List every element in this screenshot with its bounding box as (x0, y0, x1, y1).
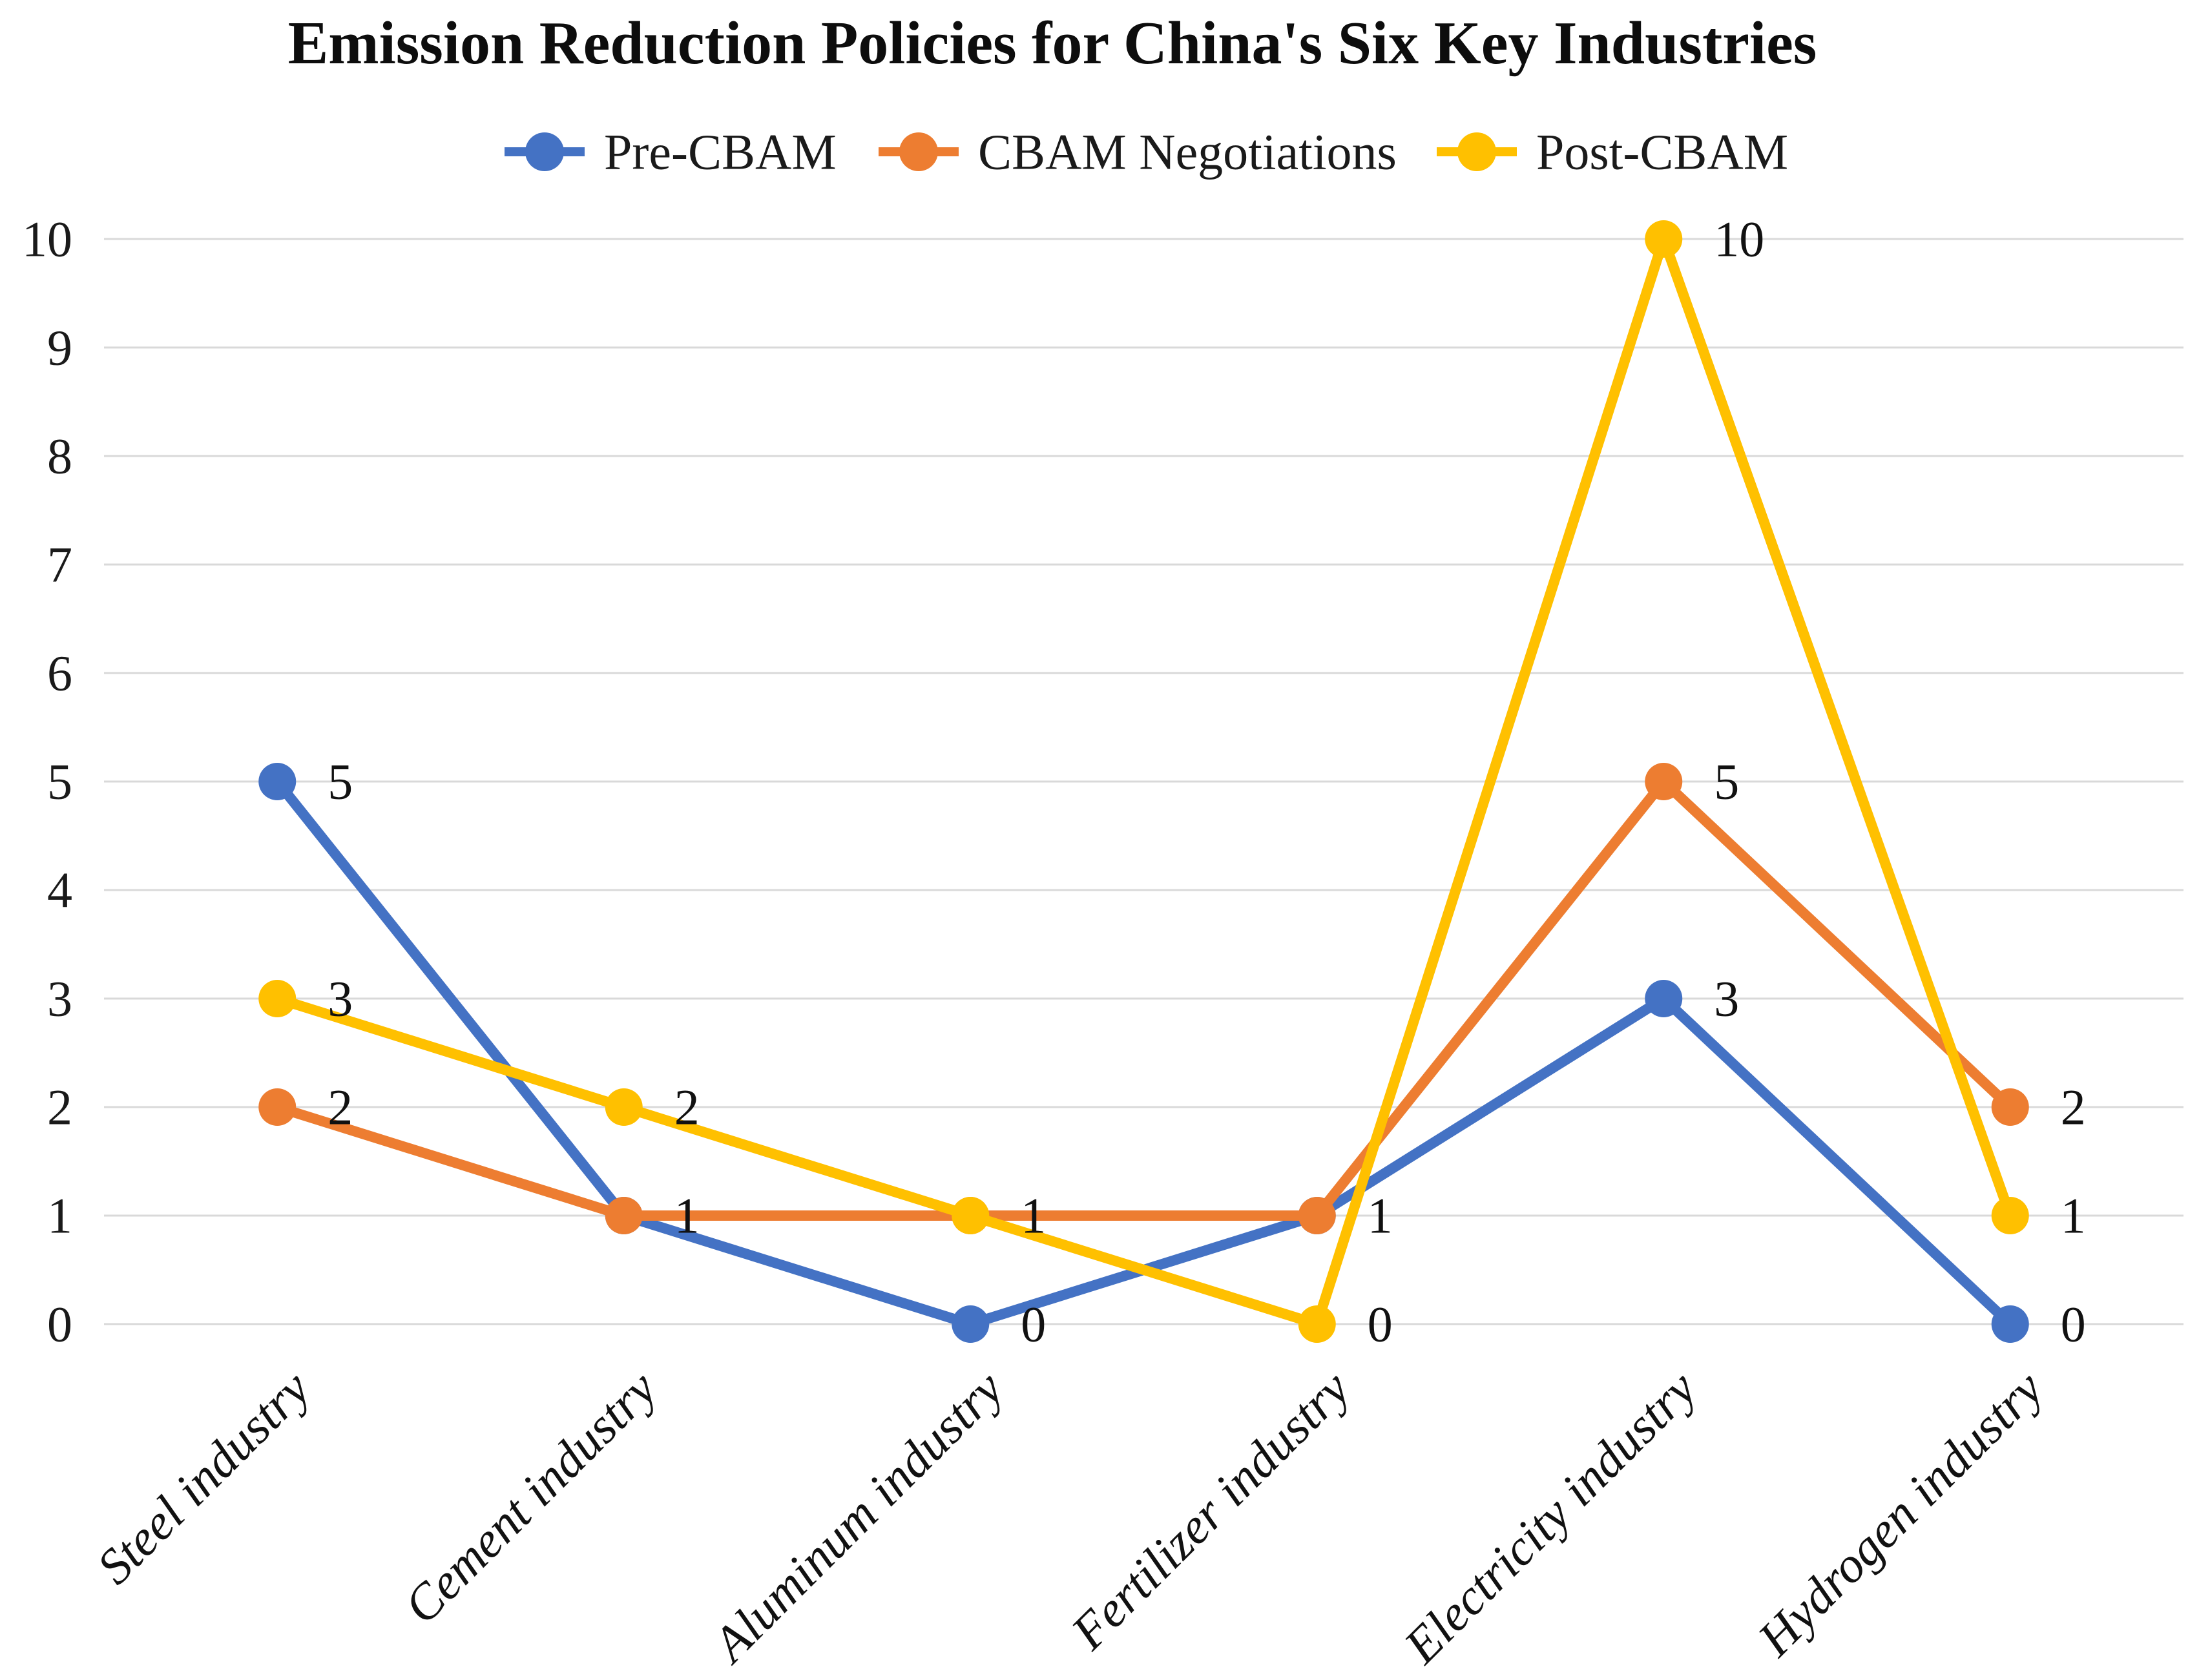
chart-title: Emission Reduction Policies for China's … (288, 10, 1817, 77)
y-axis-tick-label: 10 (22, 211, 72, 267)
data-label: 10 (1714, 211, 1764, 267)
x-axis-category-label: Hydrogen industry (1746, 1360, 2054, 1667)
legend-label: Pre-CBAM (604, 124, 837, 180)
data-point-marker (1645, 220, 1683, 258)
data-point-marker (258, 980, 297, 1017)
x-axis: Steel industry Cement industry Aluminum in… (86, 1360, 2054, 1674)
legend: Pre-CBAM CBAM Negotiations Post-CBAM (505, 124, 1788, 180)
legend-item-post-cbam: Post-CBAM (1437, 124, 1788, 180)
data-point-marker (1991, 1088, 2029, 1126)
data-label: 0 (1368, 1296, 1393, 1353)
data-point-marker (952, 1305, 990, 1343)
data-label: 1 (1021, 1188, 1046, 1244)
data-point-marker (952, 1197, 990, 1234)
legend-item-cbam-negotiations: CBAM Negotiations (879, 124, 1397, 180)
data-point-marker (605, 1197, 643, 1234)
data-label: 0 (1021, 1296, 1046, 1353)
y-axis-tick-label: 8 (47, 428, 72, 484)
y-axis-tick-label: 1 (47, 1188, 72, 1244)
data-label: 0 (2061, 1296, 2086, 1353)
y-axis-tick-label: 6 (47, 645, 72, 701)
x-axis-category-label: Cement industry (393, 1360, 667, 1634)
legend-label: CBAM Negotiations (978, 124, 1397, 180)
data-point-marker (1645, 763, 1683, 800)
data-label: 1 (674, 1188, 700, 1244)
data-point-marker (258, 1088, 297, 1126)
data-label: 1 (1368, 1188, 1393, 1244)
legend-marker-icon (525, 132, 564, 171)
data-label: 1 (2061, 1188, 2086, 1244)
data-label: 1 (1021, 1188, 1046, 1244)
data-label: 5 (1714, 754, 1739, 810)
data-label: 3 (1714, 971, 1739, 1027)
y-axis-tick-label: 9 (47, 320, 72, 376)
y-axis-tick-label: 5 (47, 754, 72, 810)
data-label: 2 (2061, 1079, 2086, 1136)
series-line (272, 776, 2016, 1221)
series-post-cbam (258, 220, 2029, 1343)
legend-marker-icon (899, 132, 938, 171)
data-label: 1 (674, 1188, 700, 1244)
data-point-marker (1991, 1197, 2029, 1234)
data-point-marker (1298, 1305, 1336, 1343)
data-point-marker (1645, 980, 1683, 1017)
data-point-marker (1991, 1305, 2029, 1343)
data-point-marker (1298, 1197, 1336, 1234)
x-axis-category-label: Steel industry (86, 1360, 321, 1595)
legend-item-pre-cbam: Pre-CBAM (505, 124, 837, 180)
gridlines (104, 238, 2183, 1325)
data-label: 3 (328, 971, 353, 1027)
data-label: 2 (674, 1079, 700, 1136)
data-point-marker (258, 763, 297, 800)
y-axis-tick-label: 3 (47, 971, 72, 1027)
legend-label: Post-CBAM (1536, 124, 1788, 180)
x-axis-category-label: Electricity industry (1393, 1360, 1707, 1674)
y-axis-tick-label: 2 (47, 1079, 72, 1136)
y-axis-tick-label: 0 (47, 1296, 72, 1353)
data-label: 1 (1368, 1188, 1393, 1244)
series-pre-cbam (258, 763, 2029, 1343)
data-label: 2 (328, 1079, 353, 1136)
x-axis-category-label: Aluminum industry (700, 1360, 1014, 1674)
legend-marker-icon (1457, 132, 1496, 171)
x-axis-category-label: Fertilizer industry (1060, 1360, 1360, 1660)
y-axis-tick-label: 7 (47, 537, 72, 593)
y-axis-tick-label: 4 (47, 862, 72, 918)
series-line (272, 234, 2016, 1329)
data-label: 5 (328, 754, 353, 810)
y-axis: 0 1 2 3 4 5 6 7 8 9 10 (22, 211, 72, 1353)
data-point-marker (605, 1088, 643, 1126)
series-group (258, 220, 2029, 1343)
